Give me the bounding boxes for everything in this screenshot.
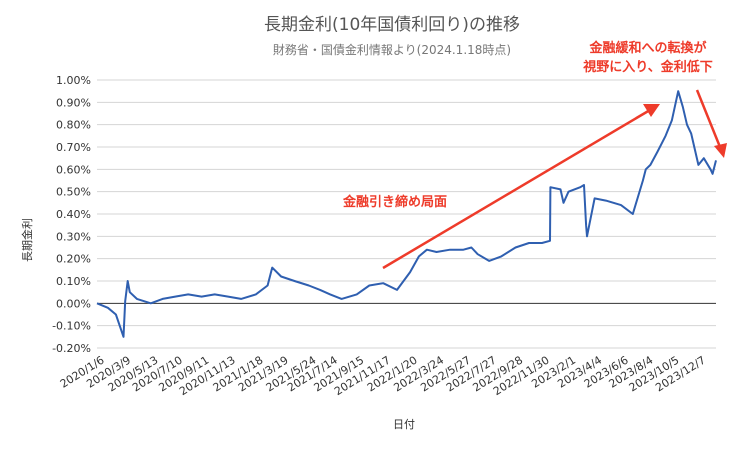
series-line bbox=[96, 90, 717, 338]
y-tick-label: 1.00% bbox=[56, 74, 91, 87]
annotation-easing-line-2: 視野に入り、金利低下 bbox=[582, 59, 712, 75]
annotation-easing-line-1: 金融緩和への転換が bbox=[588, 40, 706, 56]
y-tick-label: 0.20% bbox=[56, 253, 91, 266]
chart-subtitle: 財務省・国債金利情報より(2024.1.18時点) bbox=[273, 42, 511, 57]
annotation-arrow-rising-head bbox=[643, 104, 660, 117]
y-tick-label: 0.60% bbox=[56, 163, 91, 176]
y-axis-label: 長期金利 bbox=[20, 218, 34, 262]
annotation-arrow-falling-head bbox=[714, 143, 727, 158]
annotation-tightening: 金融引き締め局面 bbox=[342, 194, 447, 210]
y-tick-label: 0.90% bbox=[56, 96, 91, 109]
y-tick-label: 0.10% bbox=[56, 275, 91, 288]
annotation-arrow-falling bbox=[695, 89, 722, 148]
y-tick-label: 0.30% bbox=[56, 230, 91, 243]
annotation-arrow-rising bbox=[382, 108, 651, 270]
x-axis-label: 日付 bbox=[393, 418, 415, 431]
y-tick-label: -0.10% bbox=[52, 320, 91, 333]
y-tick-label: 0.40% bbox=[56, 208, 91, 221]
y-tick-labels: -0.20% -0.10% 0.00% 0.10% 0.20% 0.30% 0.40% 0.5… bbox=[52, 74, 91, 355]
chart-title: 長期金利(10年国債利回り)の推移 bbox=[264, 15, 520, 35]
series-layer bbox=[96, 90, 717, 338]
y-tick-label: 0.00% bbox=[56, 297, 91, 310]
gridlines bbox=[97, 79, 716, 349]
y-tick-label: -0.20% bbox=[52, 342, 91, 355]
annotations: 金融引き締め局面 金融緩和への転換が 視野に入り、金利低下 bbox=[342, 40, 727, 270]
y-tick-label: 0.70% bbox=[56, 141, 91, 154]
y-tick-label: 0.50% bbox=[56, 186, 91, 199]
x-tick-labels: 2020/1/62020/3/92020/5/132020/7/102020/9… bbox=[58, 354, 708, 399]
y-tick-label: 0.80% bbox=[56, 119, 91, 132]
